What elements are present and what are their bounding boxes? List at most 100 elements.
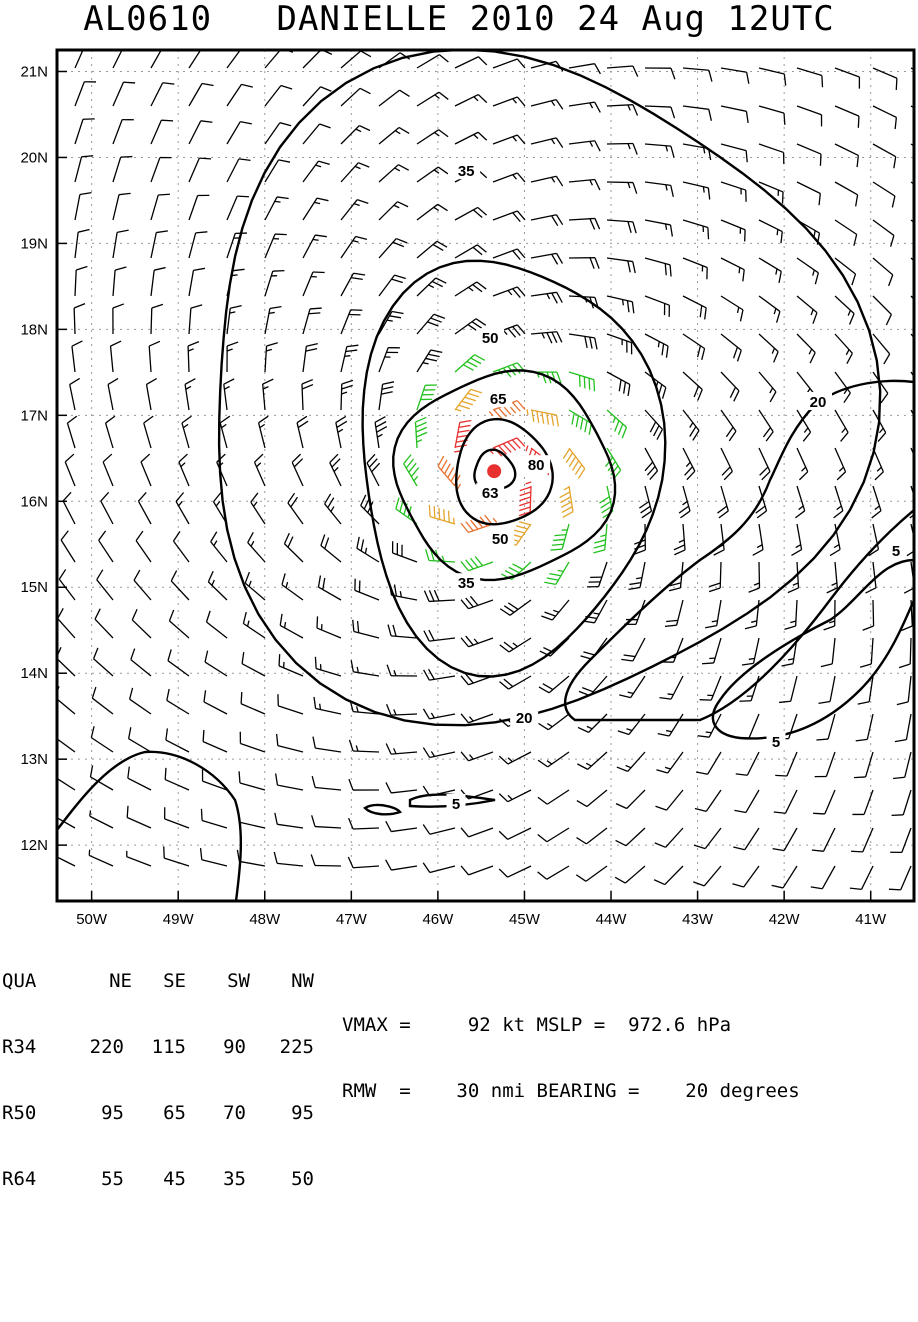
wind-barb [797,68,823,87]
wind-barb [872,486,881,518]
wind-barb [255,454,265,486]
wind-barb [127,851,151,866]
y-tick-label: 16N [20,493,48,510]
wind-barb [103,454,113,486]
wind-barb [52,849,75,866]
wind-barb [835,410,848,441]
wind-barb [274,852,303,866]
wind-barb [721,106,748,123]
wind-barb [189,158,211,182]
wind-barb [341,51,371,68]
x-tick-label: 45W [509,911,541,928]
radii-row-r34: R34 220 115 90 225 [2,1036,48,1058]
wind-barb [417,55,448,68]
wind-barb [576,866,607,881]
wind-barb [705,600,721,628]
wind-barb [655,790,683,810]
wind-barb [351,660,379,676]
wind-barb [665,600,683,626]
mslp-unit: hPa [697,1014,731,1036]
wind-barb [774,790,797,813]
wind-barb [182,416,192,448]
wind-barb [569,372,594,391]
wind-barb [683,410,699,440]
wind-barb [628,562,645,589]
wind-barb [113,157,132,182]
wind-barb [417,204,448,220]
wind-barb [75,267,87,296]
contour-label: 20 [810,394,827,411]
x-tick-label: 41W [855,911,887,928]
wind-barb [889,866,911,890]
wind-barb [386,782,417,792]
wind-barb [461,828,493,837]
wind-barb [379,275,406,296]
wind-barb [461,596,493,608]
wind-barb [75,119,95,144]
wind-barb [493,249,525,260]
wind-barb [835,182,858,206]
rmw-unit: nmi [491,1080,525,1102]
wind-barb [265,197,289,220]
wind-barb [737,714,759,738]
wind-barb [189,83,214,106]
wind-barb [278,694,303,714]
wind-barb [111,341,122,372]
wind-barb [265,123,291,144]
bearing-label: BEARING = [537,1080,640,1102]
wind-barb [607,410,626,438]
wind-barb [239,771,265,790]
wind-barb [645,296,669,317]
wind-barb [759,106,785,125]
wind-barb [147,379,157,410]
wind-barb [205,651,227,676]
wind-barb [423,824,455,834]
wind-barb [873,296,891,325]
y-tick-label: 21N [20,63,48,80]
wind-barb [379,239,407,258]
wind-barb [113,230,129,258]
wind-barb [238,811,265,828]
radius-value: 90 [192,1036,246,1058]
y-tick-label: 18N [20,321,48,338]
y-tick-label: 15N [20,579,48,596]
wind-barb [531,292,562,303]
wind-barb [759,448,770,480]
wind-barb [75,156,93,182]
wind-barb [265,160,290,182]
wind-barb [821,638,835,667]
wind-barb [227,84,253,106]
wind-barb [489,438,525,456]
wind-barb [318,576,341,600]
wind-barb [797,296,817,324]
wind-barb [563,448,584,479]
wind-barb [895,714,911,742]
wind-barb [166,728,189,752]
wind-barb [733,828,759,850]
wind-barb [165,807,189,828]
wind-barb [797,258,818,284]
wind-barb [265,343,278,372]
wind-barb [721,372,739,401]
wind-barb [227,342,238,372]
contour-label: 35 [458,163,475,180]
wind-barb [367,454,380,486]
wind-barb [288,493,303,524]
radius-value: 95 [62,1102,124,1124]
wind-barb [569,218,600,229]
radius-value: 45 [126,1168,186,1190]
wind-barb [379,348,400,372]
wind-barb [424,630,455,641]
wind-barb [132,609,151,638]
wind-barb [813,790,835,814]
wind-barb [169,610,189,638]
wind-barb [151,83,174,106]
wind-barb [423,748,455,758]
wind-barb [227,122,252,144]
wind-barb [94,648,113,676]
wind-barb [659,676,683,699]
row-label: R50 [2,1102,36,1124]
wind-barb [645,220,672,236]
x-tick-label: 42W [769,911,801,928]
